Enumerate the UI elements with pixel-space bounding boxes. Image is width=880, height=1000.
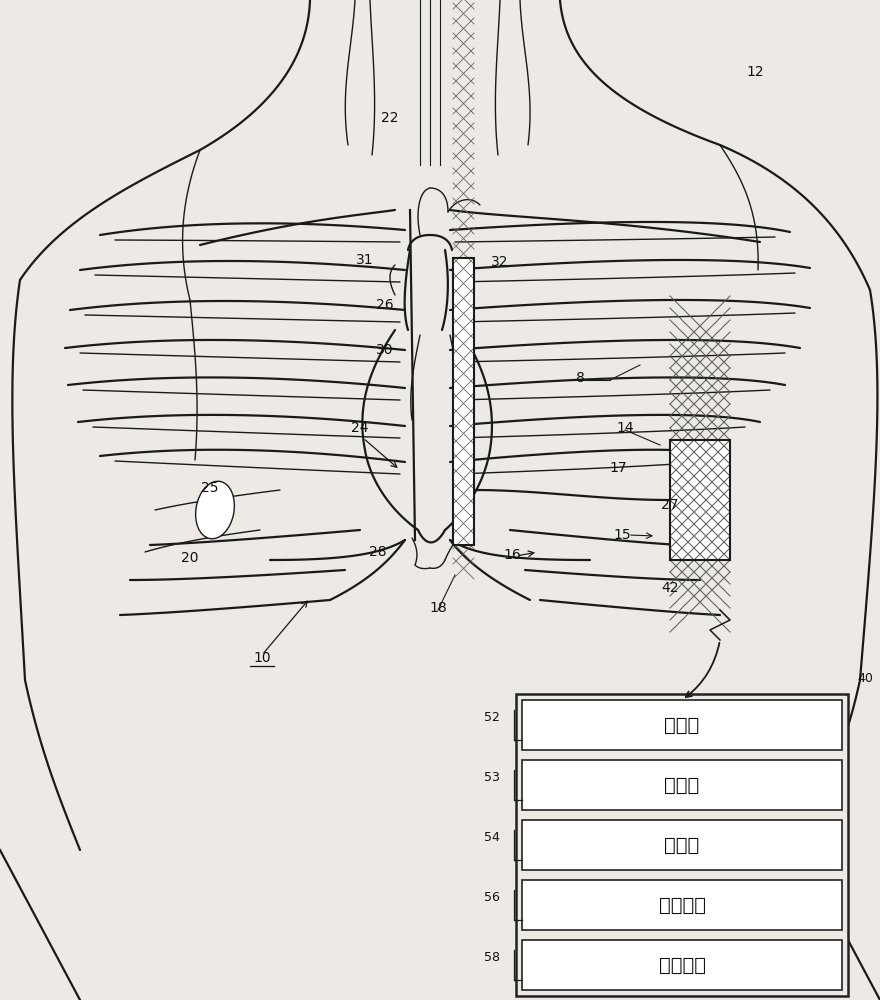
Text: 22: 22 <box>381 111 399 125</box>
Bar <box>453 258 474 545</box>
Bar <box>522 700 842 750</box>
Text: 32: 32 <box>491 255 509 269</box>
Bar <box>522 760 842 810</box>
Text: 遥测单元: 遥测单元 <box>658 956 706 974</box>
Text: 12: 12 <box>746 65 764 79</box>
Text: 处理器: 处理器 <box>664 716 700 734</box>
Text: 52: 52 <box>484 711 500 724</box>
Bar <box>670 440 730 560</box>
Text: 27: 27 <box>661 498 678 512</box>
Text: 20: 20 <box>181 551 199 565</box>
Text: 15: 15 <box>613 528 631 542</box>
Text: 56: 56 <box>484 891 500 904</box>
Text: 16: 16 <box>503 548 521 562</box>
Text: 26: 26 <box>376 298 394 312</box>
Bar <box>516 694 848 996</box>
Bar <box>522 820 842 870</box>
Text: 58: 58 <box>484 951 500 964</box>
Text: 24: 24 <box>351 421 369 435</box>
Bar <box>453 258 474 545</box>
Bar <box>453 258 474 545</box>
Text: 用户界面: 用户界面 <box>658 896 706 914</box>
Text: 17: 17 <box>609 461 627 475</box>
Text: 40: 40 <box>857 672 873 685</box>
Bar <box>670 440 730 560</box>
Text: 8: 8 <box>576 371 584 385</box>
Text: 18: 18 <box>429 601 447 615</box>
Text: 28: 28 <box>370 545 387 559</box>
Text: 显示器: 显示器 <box>664 836 700 854</box>
Text: 25: 25 <box>202 481 219 495</box>
Text: 存储器: 存储器 <box>664 776 700 794</box>
Bar <box>522 880 842 930</box>
Text: 31: 31 <box>356 253 374 267</box>
Text: 42: 42 <box>661 581 678 595</box>
Ellipse shape <box>195 481 234 539</box>
Text: 14: 14 <box>616 421 634 435</box>
Text: 10: 10 <box>253 651 271 665</box>
Text: 54: 54 <box>484 831 500 844</box>
Text: 30: 30 <box>377 343 393 357</box>
Text: 53: 53 <box>484 771 500 784</box>
Bar <box>522 940 842 990</box>
